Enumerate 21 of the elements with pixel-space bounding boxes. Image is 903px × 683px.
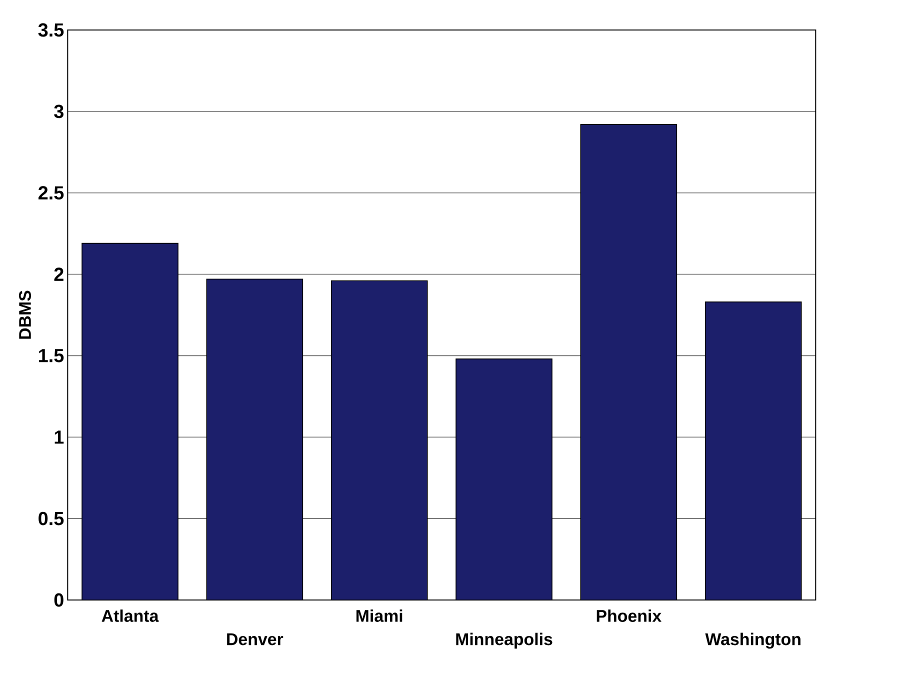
bar <box>331 280 428 600</box>
x-tick-label: Phoenix <box>596 610 662 622</box>
y-tick-label: 2 <box>54 268 64 281</box>
x-tick-label: Minneapolis <box>456 632 552 649</box>
y-tick-label: 0 <box>54 593 64 607</box>
bar <box>206 279 303 600</box>
y-tick-label: 1 <box>54 430 64 444</box>
y-axis-title: DBMS <box>19 290 32 339</box>
bar <box>580 124 677 600</box>
x-tick-label: Atlanta <box>102 610 159 622</box>
bar <box>456 358 552 600</box>
x-tick-label: Washington <box>705 632 800 649</box>
y-tick-label: 0.5 <box>38 512 64 526</box>
y-tick-label: 1.5 <box>39 349 64 362</box>
bar <box>704 302 802 600</box>
y-tick-label: 3.5 <box>38 23 64 37</box>
y-tick-label: 3 <box>54 104 64 118</box>
bar <box>82 243 178 600</box>
x-tick-label: Miami <box>356 610 402 622</box>
y-tick-label: 2.5 <box>38 186 64 200</box>
x-tick-label: Denver <box>227 633 284 646</box>
